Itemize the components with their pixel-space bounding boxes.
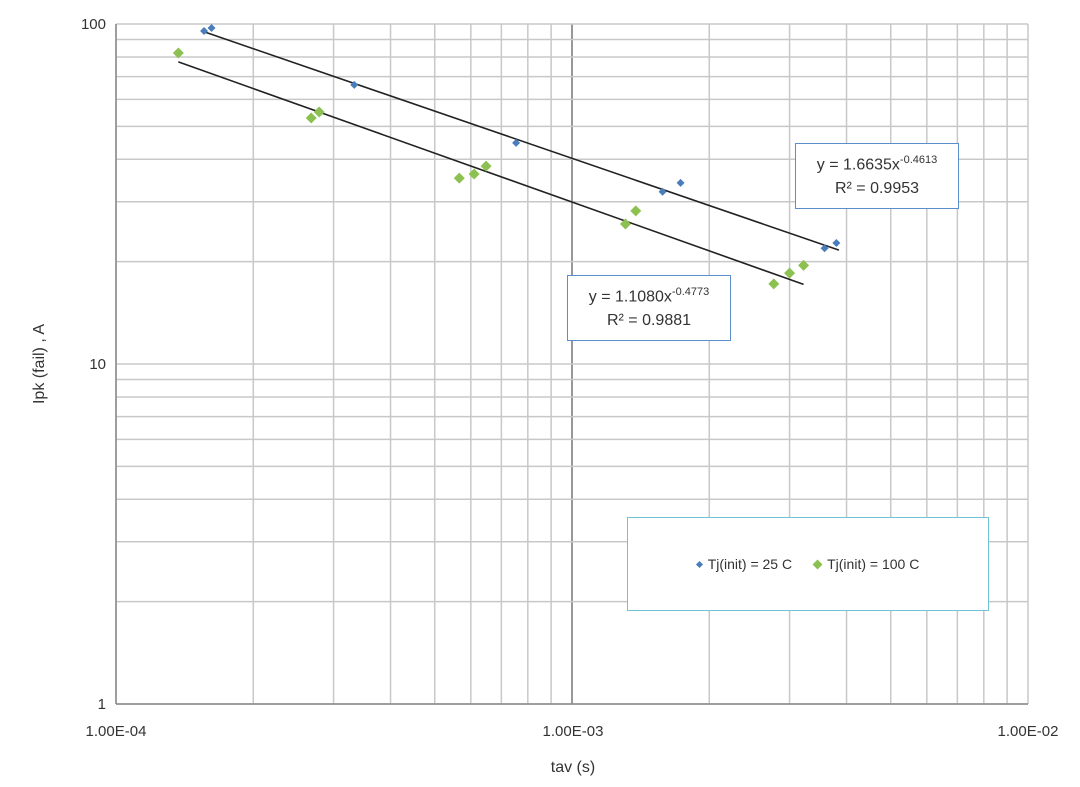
legend-marker-100c — [812, 559, 823, 569]
x-tick-1e-4: 1.00E-04 — [86, 723, 147, 740]
legend-item-100c: Tj(init) = 100 C — [812, 556, 920, 572]
data-point — [480, 160, 492, 172]
data-point — [798, 259, 810, 271]
trendline-0 — [203, 31, 840, 251]
legend-label-100c: Tj(init) = 100 C — [827, 556, 920, 572]
data-point — [453, 172, 465, 184]
y-tick-10: 10 — [89, 356, 106, 373]
exponent-100c: -0.4773 — [671, 286, 710, 298]
x-axis-title: tav (s) — [551, 759, 595, 776]
data-point — [768, 278, 780, 290]
data-point — [468, 168, 480, 180]
r2-100c: R² = 0.9881 — [606, 312, 692, 330]
data-point — [313, 106, 325, 118]
x-tick-1e-3: 1.00E-03 — [543, 723, 604, 740]
data-point — [200, 26, 209, 35]
legend-item-25c: Tj(init) = 25 C — [695, 556, 793, 572]
data-point — [832, 238, 841, 247]
trendlines — [178, 31, 840, 286]
data-point — [619, 218, 631, 230]
equation-100c: y = 1.1080x — [588, 288, 672, 306]
data-point — [512, 138, 521, 147]
equation-box-25c: y = 1.6635x-0.4613 R² = 0.9953 — [795, 143, 959, 209]
y-tick-1: 1 — [98, 696, 106, 713]
data-point — [350, 80, 359, 89]
equation-25c: y = 1.6635x — [816, 156, 900, 174]
y-tick-100: 100 — [81, 16, 106, 33]
data-point — [207, 24, 216, 33]
legend-label-25c: Tj(init) = 25 C — [707, 556, 793, 572]
trendline-1 — [178, 61, 804, 286]
data-point — [676, 178, 685, 187]
equation-box-100c: y = 1.1080x-0.4773 R² = 0.9881 — [567, 275, 731, 341]
data-point — [658, 187, 667, 196]
data-points — [172, 24, 841, 290]
data-point — [172, 47, 184, 59]
data-point — [820, 244, 829, 253]
x-tick-1e-2: 1.00E-02 — [998, 723, 1059, 740]
data-point — [630, 205, 642, 217]
data-point — [784, 267, 796, 279]
data-point — [305, 112, 317, 124]
r2-25c: R² = 0.9953 — [834, 180, 920, 198]
legend-marker-25c — [695, 560, 703, 568]
exponent-25c: -0.4613 — [899, 154, 938, 166]
legend: Tj(init) = 25 C Tj(init) = 100 C — [627, 517, 989, 611]
y-axis-title: Ipk (fail) , A — [31, 324, 48, 404]
